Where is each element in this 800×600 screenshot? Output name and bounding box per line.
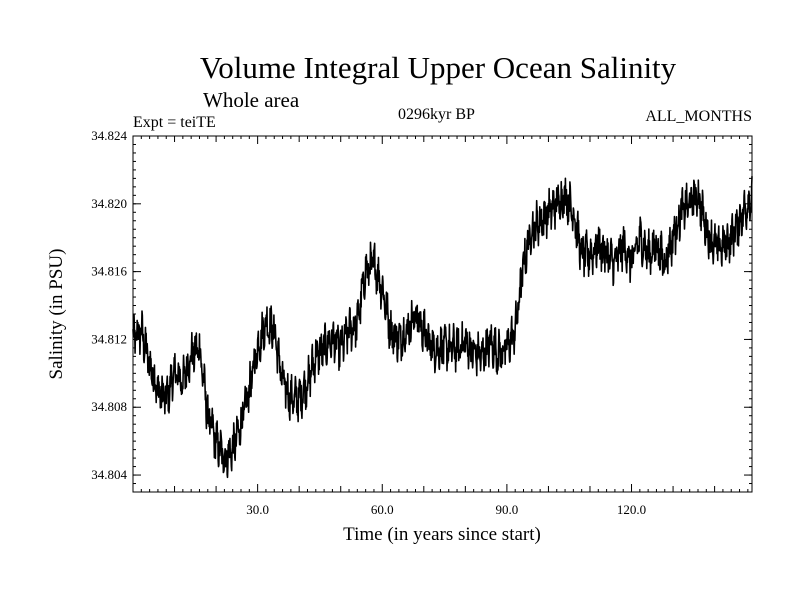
plot-frame [132,135,753,493]
x-tick-label: 60.0 [371,502,394,517]
y-minor-ticks [133,135,752,493]
y-tick-label: 34.812 [91,331,127,346]
x-tick-label: 90.0 [496,502,519,517]
y-tick-label: 34.804 [91,467,127,482]
y-tick-label: 34.808 [91,399,127,414]
series-layer [132,176,753,479]
y-tick-label: 34.816 [91,264,127,279]
y-axis-label: Salinity (in PSU) [46,249,67,380]
chart-subtitle: Whole area [203,88,300,112]
y-axis-ticks: 34.804 34.808 34.812 34.816 34.820 34.824 [91,128,752,482]
salinity-series-line [132,176,753,479]
y-tick-label: 34.824 [91,128,127,143]
x-axis-ticks: 30.0 60.0 90.0 120.0 [140,136,749,517]
x-tick-label: 120.0 [617,502,646,517]
x-tick-label: 30.0 [246,502,269,517]
months-label: ALL_MONTHS [645,108,752,125]
experiment-label: Expt = teiTE [133,114,216,131]
period-label: 0296kyr BP [398,106,475,123]
y-tick-label: 34.820 [91,196,127,211]
chart-title: Volume Integral Upper Ocean Salinity [199,50,677,85]
x-axis-label: Time (in years since start) [343,524,541,545]
